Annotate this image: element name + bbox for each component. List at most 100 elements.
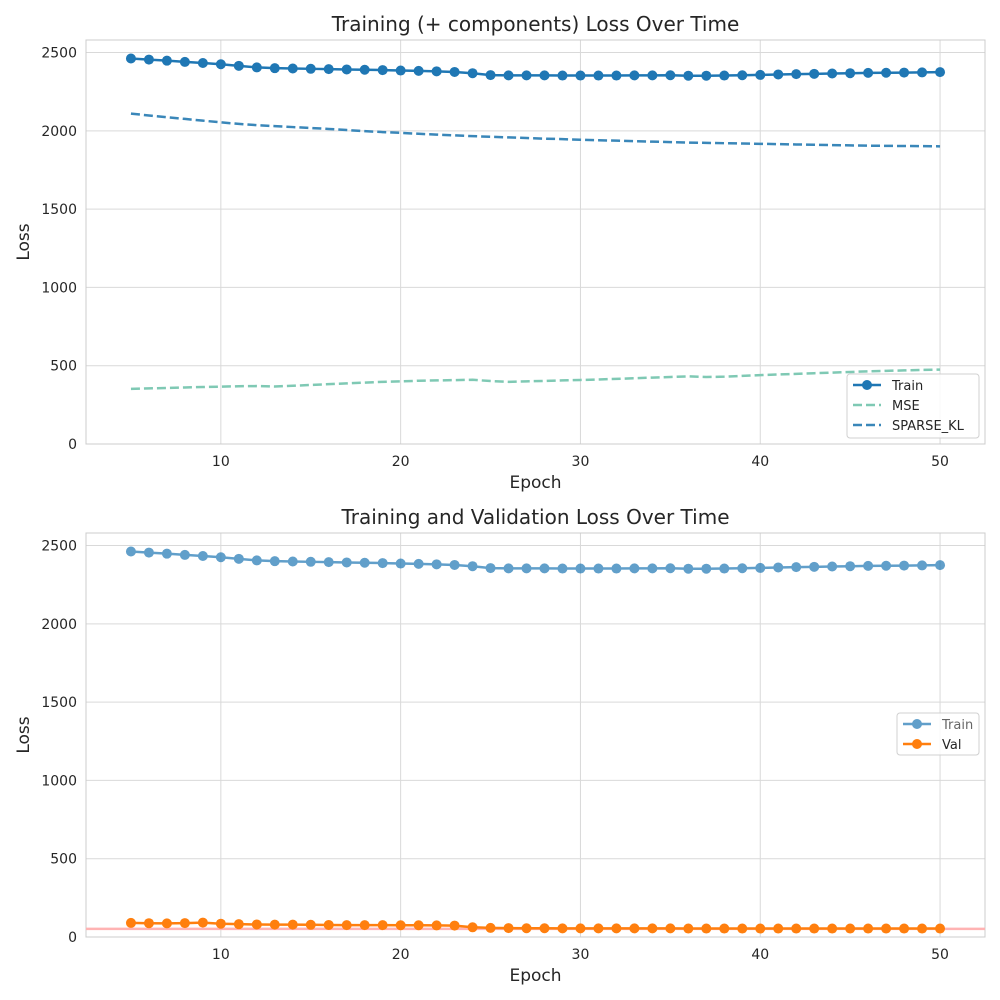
data-point [323, 64, 334, 75]
data-point [449, 559, 460, 570]
data-point [521, 563, 532, 574]
legend-marker [862, 380, 872, 390]
data-point [323, 557, 334, 568]
data-point [809, 923, 820, 934]
data-point [431, 559, 442, 570]
data-point [413, 558, 424, 569]
data-point [629, 923, 640, 934]
x-tick-label: 20 [392, 454, 410, 470]
legend-label: Val [942, 738, 961, 753]
legend-marker [912, 719, 922, 729]
data-point [809, 68, 820, 79]
data-point [719, 563, 730, 574]
x-tick-label: 10 [212, 454, 230, 470]
series-train [125, 53, 946, 81]
data-point [467, 68, 478, 79]
data-point [701, 70, 712, 81]
data-point [863, 923, 874, 934]
data-point [215, 918, 226, 929]
data-point [341, 64, 352, 75]
series-line [130, 57, 941, 77]
data-point [755, 923, 766, 934]
data-point [269, 63, 280, 74]
data-point [899, 560, 910, 571]
data-point [539, 70, 550, 81]
data-point [377, 920, 388, 931]
data-point [377, 65, 388, 76]
y-tick-label: 500 [50, 852, 77, 868]
y-axis-label: Loss [14, 716, 34, 753]
data-point [341, 920, 352, 931]
data-point [467, 922, 478, 933]
data-point [197, 551, 208, 562]
legend-entry: Train [903, 718, 973, 733]
data-point [665, 70, 676, 81]
data-point [827, 68, 838, 79]
data-point [305, 63, 316, 74]
series-sparse-kl [130, 112, 941, 148]
data-point [377, 558, 388, 569]
y-tick-label: 500 [50, 359, 77, 375]
data-point [179, 918, 190, 929]
data-point [467, 561, 478, 572]
data-point [485, 922, 496, 933]
data-point [485, 70, 496, 81]
data-point [233, 60, 244, 71]
x-tick-label: 10 [212, 947, 230, 963]
data-point [719, 923, 730, 934]
data-point [845, 561, 856, 572]
legend-box [846, 373, 980, 439]
data-point [305, 919, 316, 930]
data-point [413, 65, 424, 76]
data-point [125, 53, 136, 64]
data-point [539, 923, 550, 934]
data-point [251, 62, 262, 73]
y-tick-label: 2000 [41, 617, 77, 633]
data-point [593, 70, 604, 81]
y-tick-label: 1000 [41, 773, 77, 789]
data-point [611, 563, 622, 574]
data-point [197, 58, 208, 69]
data-point [395, 65, 406, 76]
data-point [737, 563, 748, 574]
data-point [629, 70, 640, 81]
series-mse [130, 368, 941, 391]
data-point [665, 923, 676, 934]
x-tick-label: 30 [572, 454, 590, 470]
data-point [701, 563, 712, 574]
data-point [827, 561, 838, 572]
series-line [130, 112, 941, 148]
legend-entry: SPARSE_KL [853, 419, 965, 434]
legend-entry: Train [853, 379, 923, 394]
series-train [125, 546, 946, 574]
series-line [130, 550, 941, 570]
data-point [215, 552, 226, 563]
data-point [125, 917, 136, 928]
data-point [431, 66, 442, 77]
data-point [629, 563, 640, 574]
data-point [143, 547, 154, 558]
data-point [521, 70, 532, 81]
data-point [755, 562, 766, 573]
chart-title: Training and Validation Loss Over Time [340, 505, 729, 529]
data-point [287, 556, 298, 567]
x-axis-label: Epoch [509, 966, 561, 986]
data-point [899, 67, 910, 78]
data-point [647, 563, 658, 574]
data-point [413, 920, 424, 931]
data-point [665, 563, 676, 574]
data-point [683, 70, 694, 81]
data-point [611, 923, 622, 934]
data-point [683, 923, 694, 934]
data-point [683, 563, 694, 574]
data-point [161, 55, 172, 66]
legend-label: SPARSE_KL [892, 419, 965, 434]
y-tick-label: 0 [68, 930, 77, 946]
data-point [935, 67, 946, 78]
data-point [449, 66, 460, 77]
y-tick-label: 1500 [41, 695, 77, 711]
data-point [431, 920, 442, 931]
data-point [863, 560, 874, 571]
x-tick-label: 40 [751, 947, 769, 963]
